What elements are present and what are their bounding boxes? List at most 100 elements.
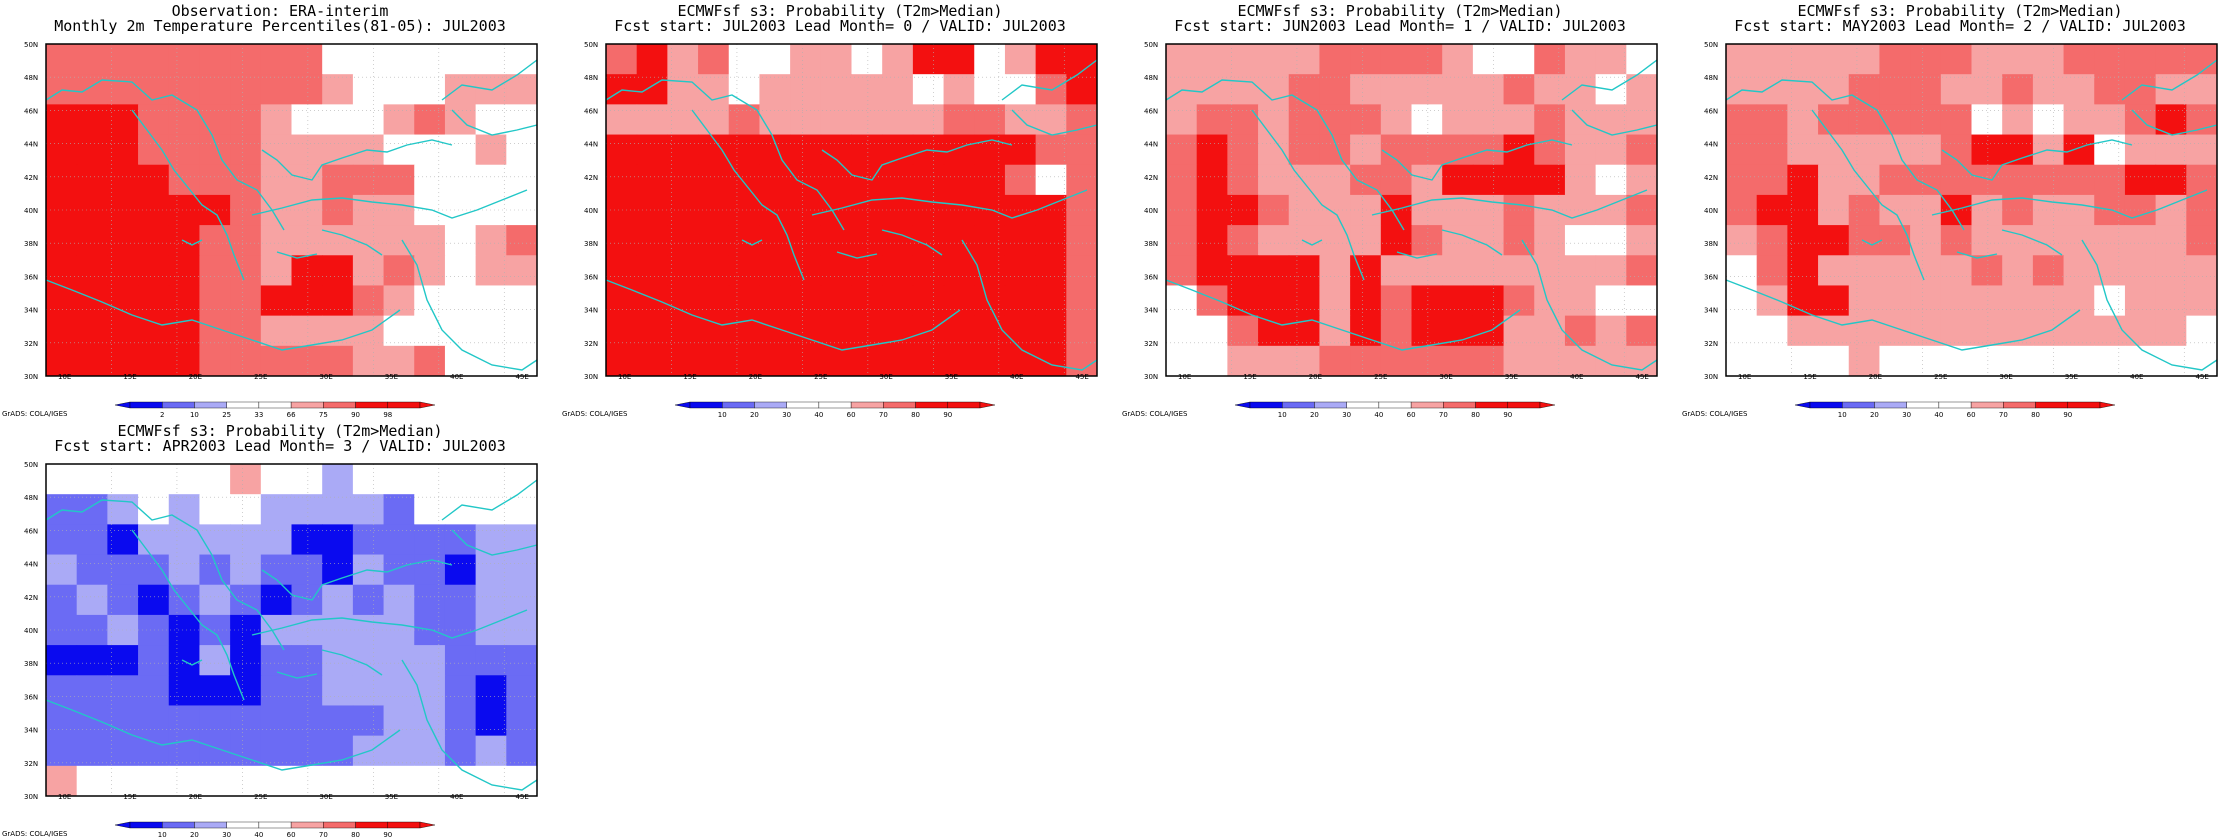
grid-cell bbox=[168, 765, 200, 797]
lat-label: 38N bbox=[1704, 240, 1718, 248]
grid-cell bbox=[698, 104, 730, 136]
grid-cell bbox=[1066, 315, 1098, 347]
grid-cell bbox=[2002, 285, 2034, 317]
lon-label: 30E bbox=[319, 373, 332, 380]
panel-lead1: ECMWFsf s3: Probability (T2m>Median) Fcs… bbox=[1120, 0, 1680, 420]
lat-label: 38N bbox=[1144, 240, 1158, 248]
colorbar-segment bbox=[129, 401, 163, 409]
colorbar-segment bbox=[2035, 401, 2068, 409]
grid-cell bbox=[759, 194, 791, 226]
lat-label: 30N bbox=[24, 373, 38, 380]
grid-cell bbox=[291, 285, 323, 317]
lat-label: 42N bbox=[24, 174, 38, 182]
colorbar-label: 20 bbox=[1870, 411, 1879, 419]
grid-cell bbox=[1035, 225, 1067, 256]
grid-cell bbox=[943, 315, 975, 347]
grid-cell bbox=[168, 104, 200, 136]
grid-cell bbox=[1848, 44, 1880, 75]
grid-cell bbox=[2094, 225, 2126, 256]
panel-title-line1: ECMWFsf s3: Probability (T2m>Median) bbox=[1797, 2, 2123, 20]
lon-label: 25E bbox=[1934, 373, 1947, 380]
grid-cell bbox=[1534, 74, 1566, 105]
grid-cell bbox=[974, 345, 1006, 377]
lon-label: 35E bbox=[2065, 373, 2078, 380]
grid-cell bbox=[107, 134, 139, 166]
grid-cell bbox=[1066, 134, 1098, 166]
gridlines bbox=[46, 464, 537, 796]
grads-credit: GrADS: COLA/IGES bbox=[1682, 410, 1748, 418]
grid-cell bbox=[444, 584, 477, 616]
grid-cell bbox=[414, 765, 446, 797]
grid-cell bbox=[943, 194, 975, 226]
grid-cell bbox=[2063, 194, 2095, 226]
colorbar-label: 30 bbox=[1902, 411, 1911, 419]
grid-cell bbox=[1035, 164, 1067, 196]
grid-cell bbox=[138, 345, 170, 377]
grid-cell bbox=[1534, 225, 1566, 256]
grid-cell bbox=[1166, 44, 1198, 75]
colorbar-arrow-left bbox=[675, 401, 691, 409]
grid-cell bbox=[759, 164, 791, 196]
grid-cell bbox=[230, 554, 262, 586]
grid-cell bbox=[636, 74, 668, 105]
probability-map: 50N 48N 46N 44N 42N 40N 38N 36N 34N 32N 30N 10E 15E 2… bbox=[24, 461, 538, 800]
grid-cell bbox=[2124, 194, 2157, 226]
lon-label: 20E bbox=[749, 373, 762, 380]
grads-credit: GrADS: COLA/IGES bbox=[562, 410, 628, 418]
grid-cell bbox=[1380, 345, 1412, 377]
grid-cell bbox=[851, 134, 883, 166]
grid-cell bbox=[199, 44, 231, 75]
grid-cell bbox=[1411, 255, 1443, 286]
grid-cell bbox=[322, 584, 354, 616]
grid-cell bbox=[1166, 225, 1198, 256]
grid-cell bbox=[107, 524, 139, 556]
grid-cell bbox=[199, 255, 231, 286]
colorbar-label: 75 bbox=[319, 411, 328, 419]
grid-cell bbox=[2124, 164, 2157, 196]
grid-cell bbox=[698, 164, 730, 196]
grid-cell bbox=[1971, 134, 2003, 166]
grid-cell bbox=[1818, 345, 1850, 377]
grid-cell bbox=[138, 645, 170, 676]
grid-cell bbox=[322, 225, 354, 256]
grid-cell bbox=[2124, 134, 2157, 166]
grid-cell bbox=[168, 285, 200, 317]
grid-cell bbox=[1940, 225, 1972, 256]
grid-cell bbox=[912, 345, 945, 377]
grid-cell bbox=[76, 255, 108, 286]
grid-cell bbox=[1971, 225, 2003, 256]
grid-cell bbox=[1626, 44, 1658, 75]
grid-cell bbox=[46, 104, 78, 136]
grid-cell bbox=[1756, 285, 1788, 317]
grid-cell bbox=[1227, 74, 1259, 105]
grid-cell bbox=[444, 614, 477, 646]
lon-label: 45E bbox=[1075, 373, 1088, 380]
grid-cell bbox=[1503, 164, 1535, 196]
grid-cell bbox=[1319, 104, 1351, 136]
panel-title-line2: Fcst start: JUN2003 Lead Month= 1 / VALI… bbox=[1174, 17, 1626, 35]
grid-cell bbox=[698, 44, 730, 75]
lat-label: 48N bbox=[24, 494, 38, 502]
grid-cell bbox=[46, 554, 78, 586]
grid-cell bbox=[1350, 285, 1382, 317]
grid-cell bbox=[2063, 104, 2095, 136]
coastlines bbox=[1725, 59, 2218, 371]
grid-cell bbox=[1227, 164, 1259, 196]
grid-cell bbox=[636, 44, 668, 75]
grid-cell bbox=[322, 74, 354, 105]
grid-cell bbox=[851, 225, 883, 256]
grid-cell bbox=[759, 225, 791, 256]
grid-cell bbox=[475, 44, 507, 75]
grid-cell bbox=[974, 225, 1006, 256]
colorbar-label: 25 bbox=[222, 411, 231, 419]
colorbar-label: 70 bbox=[1999, 411, 2008, 419]
grid-cell bbox=[636, 134, 668, 166]
grid-cell bbox=[383, 134, 415, 166]
grid-cell bbox=[2155, 345, 2187, 377]
grid-cell bbox=[1196, 315, 1228, 347]
grid-cell bbox=[1472, 164, 1505, 196]
grid-cell bbox=[107, 44, 139, 75]
grid-cell bbox=[1787, 255, 1819, 286]
grid-cell bbox=[1472, 225, 1505, 256]
grads-credit: GrADS: COLA/IGES bbox=[1122, 410, 1188, 418]
